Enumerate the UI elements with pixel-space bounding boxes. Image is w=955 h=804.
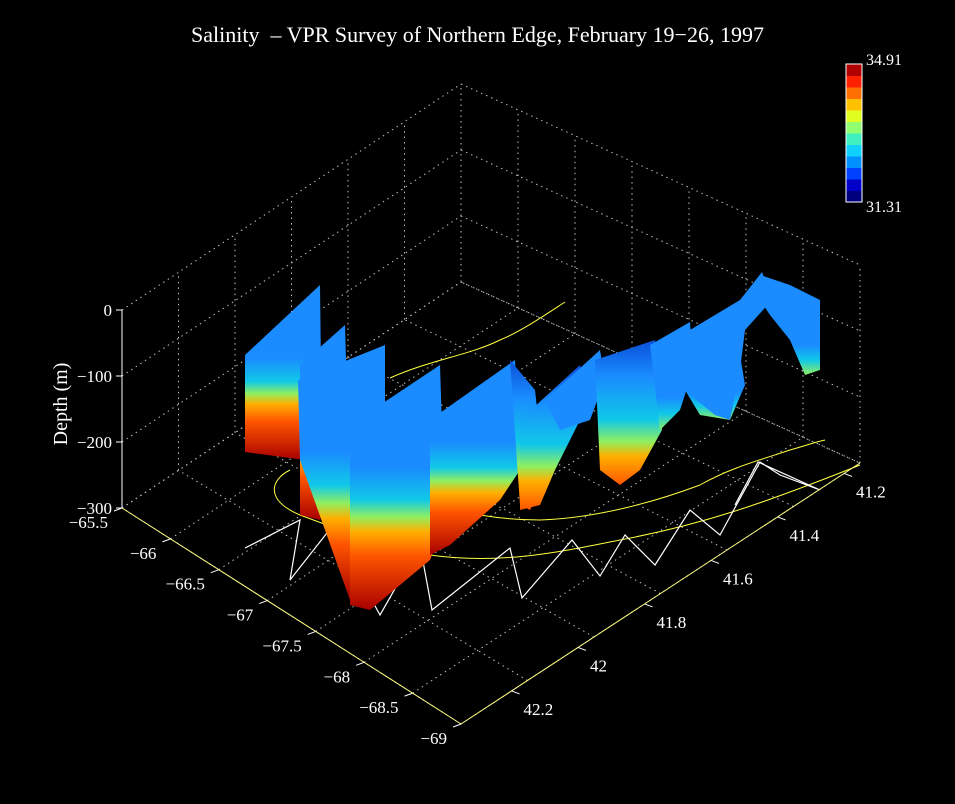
y-tick-label: 41.4	[790, 526, 820, 545]
colorbar-segment	[846, 156, 862, 168]
y-axis-line	[460, 462, 861, 725]
colorbar-min-label: 31.31	[866, 199, 902, 216]
x-tick	[404, 692, 413, 697]
z-tick-label: −200	[77, 433, 112, 452]
salinity-panel	[650, 322, 693, 430]
salinity-panel	[595, 340, 662, 485]
colorbar-segment	[846, 75, 862, 88]
x-tick-label: −67	[227, 606, 254, 625]
colorbar-max-label: 34.91	[866, 52, 902, 69]
salinity-curtains	[245, 272, 820, 610]
x-tick	[162, 538, 171, 543]
colorbar-segment	[846, 190, 862, 203]
colorbar-segment	[846, 64, 862, 76]
colorbar-segment	[846, 110, 862, 122]
x-tick	[452, 723, 462, 728]
x-tick-label: −65.5	[69, 513, 108, 532]
y-tick	[777, 516, 786, 521]
grid-line	[363, 410, 747, 663]
salinity-panel	[350, 365, 445, 610]
salinity-panel	[760, 275, 820, 375]
grid-line	[460, 83, 861, 266]
y-tick	[710, 559, 720, 564]
x-tick-label: −66	[130, 544, 157, 563]
colorbar-segment	[846, 121, 862, 134]
x-tick	[210, 569, 220, 574]
colorbar-segment	[846, 87, 862, 99]
x-tick	[259, 600, 268, 605]
x-tick	[307, 630, 316, 635]
z-tick-label: −300	[77, 499, 112, 518]
y-tick-label: 41.8	[657, 613, 687, 632]
salinity-panel	[545, 350, 605, 430]
y-tick	[511, 690, 520, 695]
colorbar-segment	[846, 98, 862, 111]
y-tick-label: 42	[590, 656, 607, 675]
colorbar	[845, 63, 863, 203]
x-tick-label: −66.5	[166, 575, 205, 594]
x-tick-label: −69	[420, 729, 447, 748]
chart-title: Salinity – VPR Survey of Northern Edge, …	[191, 22, 764, 47]
x-tick	[355, 661, 365, 666]
z-axis-label: Depth (m)	[50, 363, 72, 446]
y-tick-label: 41.2	[856, 482, 886, 501]
grid-line	[412, 436, 804, 694]
y-tick-label: 42.2	[524, 700, 554, 719]
x-tick-label: −68	[324, 667, 351, 686]
colorbar-segment	[846, 179, 862, 191]
colorbar-frame	[845, 63, 863, 203]
z-tick-label: −100	[77, 367, 112, 386]
x-axis-line	[121, 507, 462, 725]
isobath-contour	[273, 464, 861, 559]
y-tick	[843, 472, 853, 477]
y-tick	[644, 603, 653, 608]
tick-labels: −65.5 −66 −66.5 −67 −67.5 −68 −68.5 −69 41.2 41.4…	[69, 301, 886, 748]
x-tick-label: −68.5	[359, 698, 398, 717]
axes	[121, 310, 861, 725]
colorbar-segment	[846, 133, 862, 145]
salinity-panel	[430, 360, 520, 555]
salinity-panel	[298, 345, 385, 600]
colorbar-segment	[846, 144, 862, 157]
salinity-panel	[690, 272, 772, 420]
isobath-contour	[389, 301, 566, 379]
colorbar-segment	[846, 167, 862, 180]
z-tick-label: 0	[104, 301, 113, 320]
y-tick-label: 41.6	[723, 569, 753, 588]
y-tick	[577, 646, 587, 651]
grid-line	[121, 83, 462, 311]
x-tick-label: −67.5	[262, 636, 301, 655]
